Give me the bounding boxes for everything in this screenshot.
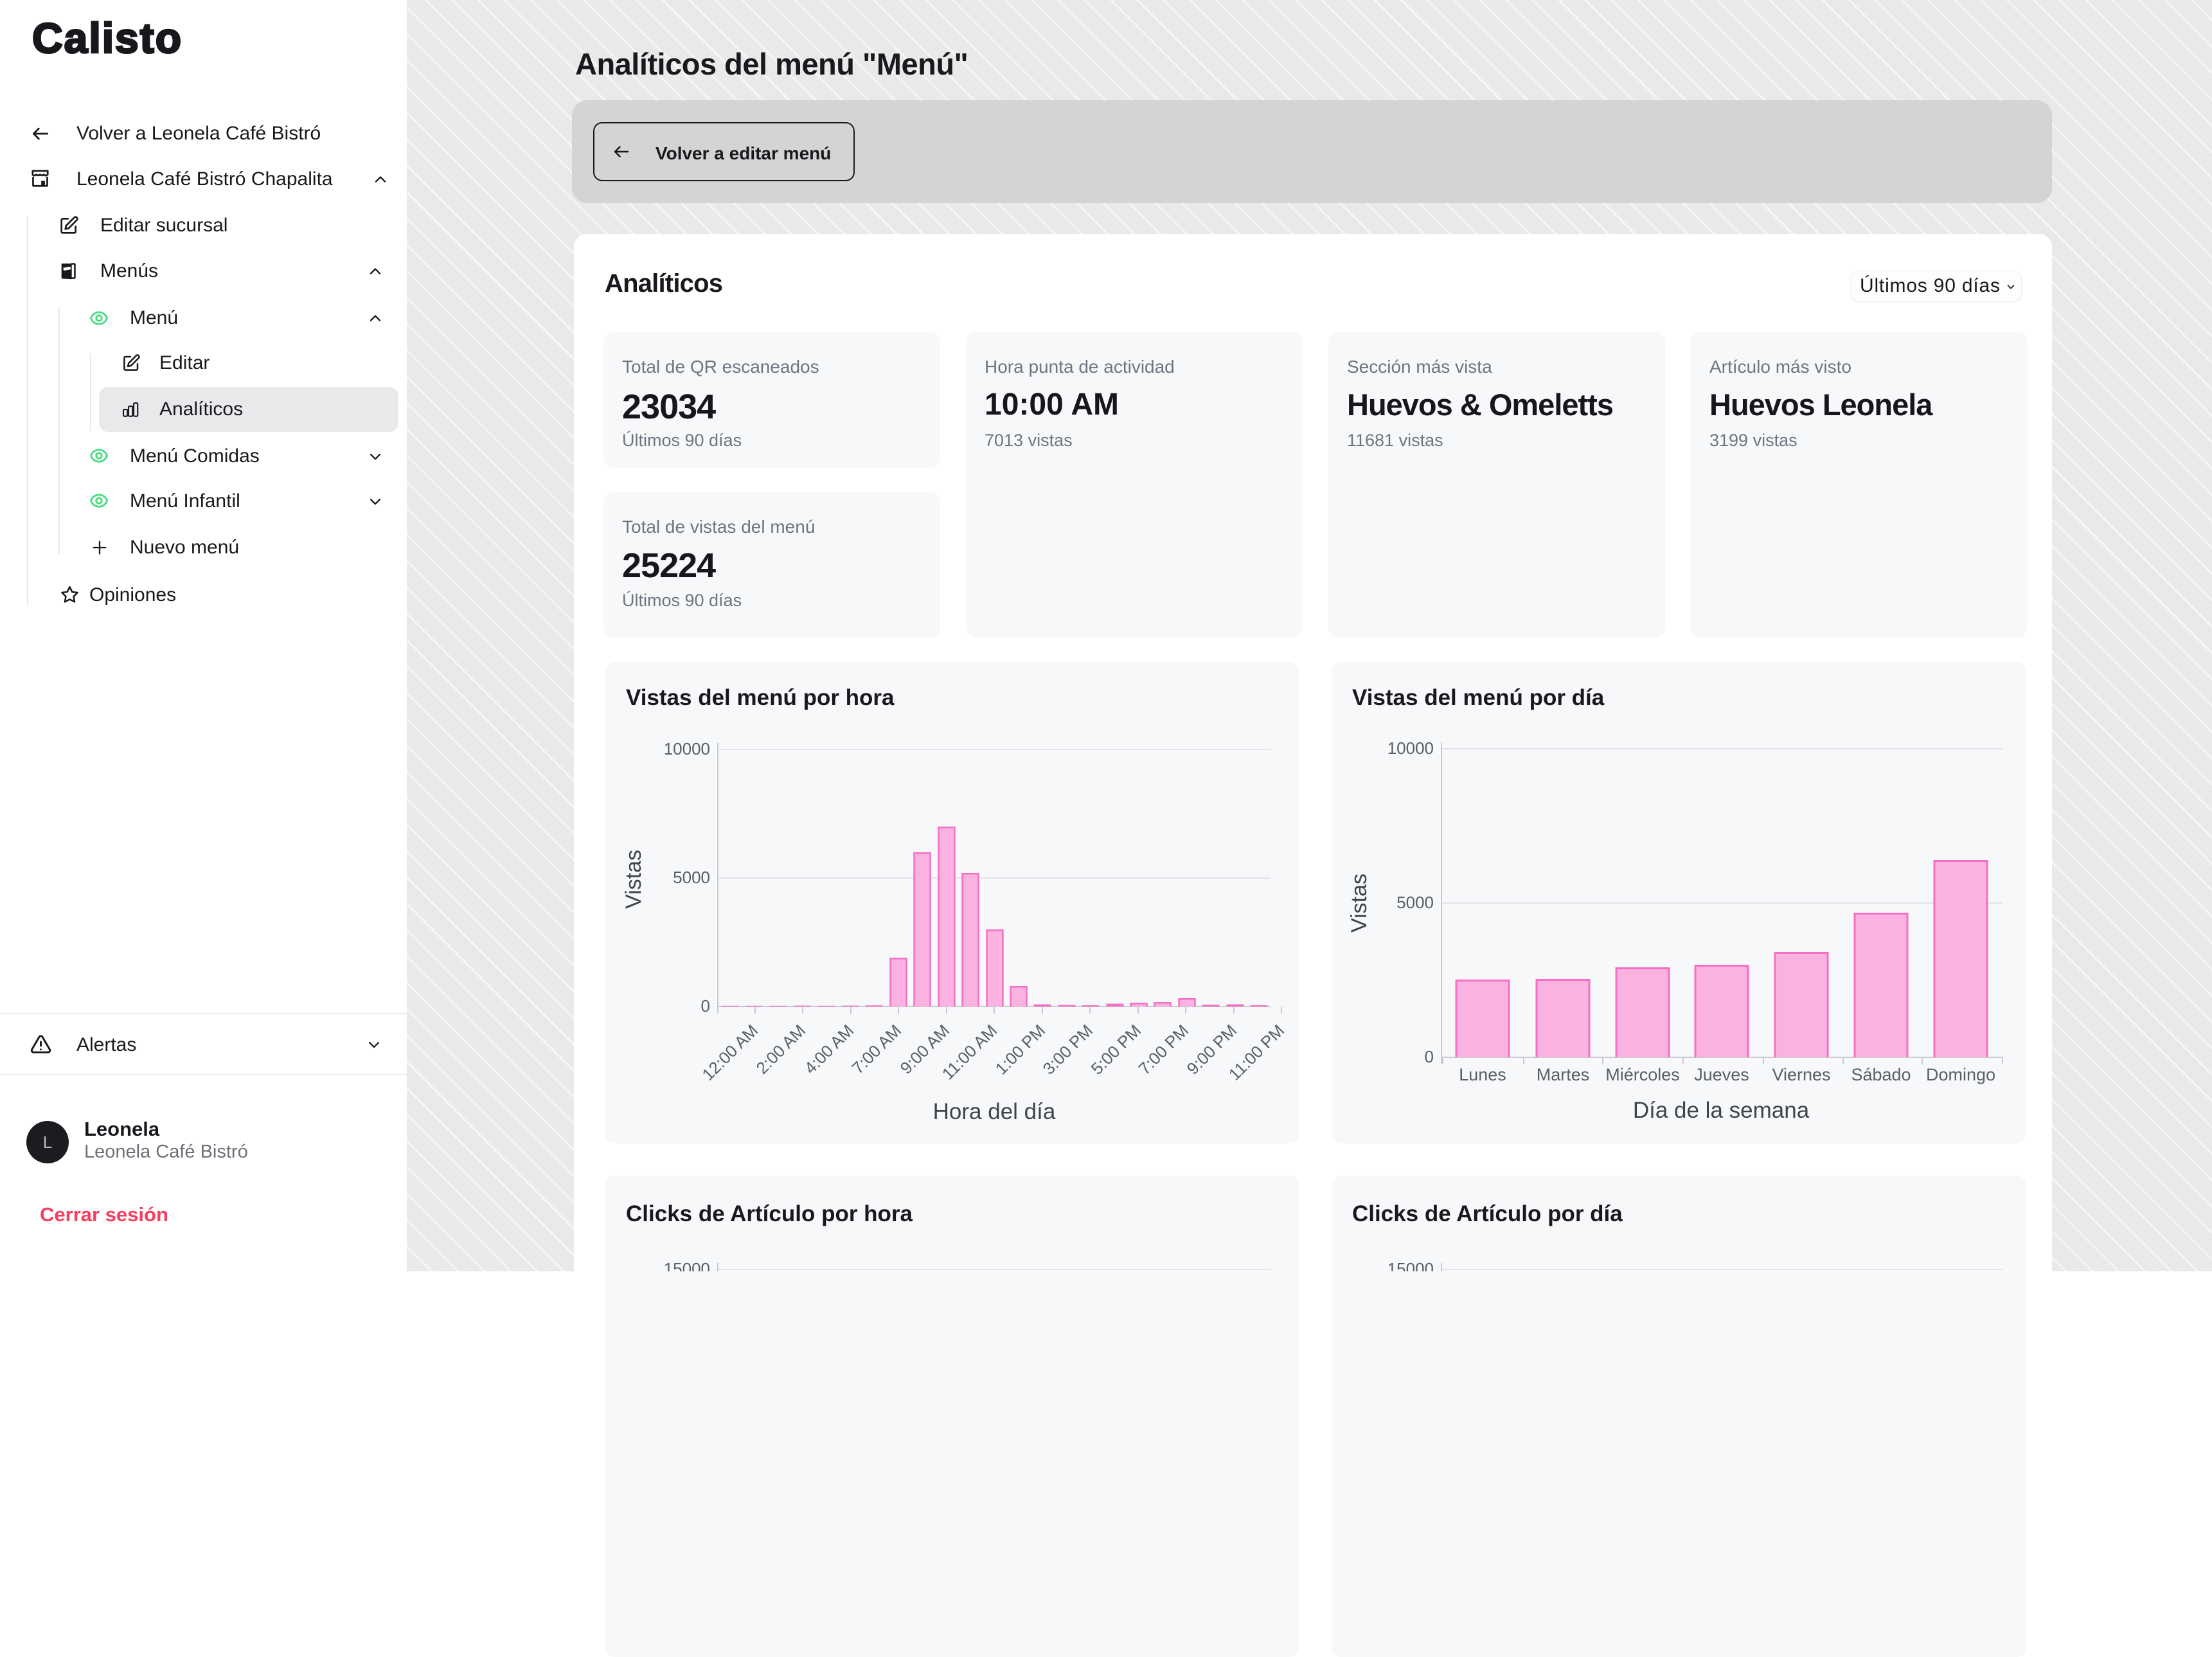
svg-text:0: 0 xyxy=(1425,1047,1434,1066)
svg-text:7:00 PM: 7:00 PM xyxy=(1135,1021,1193,1079)
svg-text:Hora del día: Hora del día xyxy=(933,1099,1056,1124)
svg-text:12:00 AM: 12:00 AM xyxy=(698,1021,762,1084)
svg-text:0: 0 xyxy=(701,996,710,1016)
svg-text:Vistas: Vistas xyxy=(1347,873,1371,933)
svg-text:10000: 10000 xyxy=(1387,739,1434,758)
svg-text:Martes: Martes xyxy=(1537,1065,1590,1084)
svg-text:Domingo: Domingo xyxy=(1926,1065,1995,1084)
svg-text:3:00 PM: 3:00 PM xyxy=(1039,1021,1097,1079)
svg-text:Vistas: Vistas xyxy=(621,850,646,909)
svg-text:Viernes: Viernes xyxy=(1772,1065,1830,1084)
svg-text:15000: 15000 xyxy=(1387,1259,1434,1271)
svg-text:10000: 10000 xyxy=(664,739,710,758)
svg-text:Miércoles: Miércoles xyxy=(1605,1065,1680,1084)
svg-text:Sábado: Sábado xyxy=(1851,1065,1911,1084)
svg-text:2:00 AM: 2:00 AM xyxy=(753,1021,810,1078)
svg-text:5000: 5000 xyxy=(673,868,710,887)
svg-text:1:00 PM: 1:00 PM xyxy=(992,1021,1049,1079)
svg-text:7:00 AM: 7:00 AM xyxy=(848,1021,905,1078)
svg-text:5000: 5000 xyxy=(1396,893,1434,912)
svg-text:Día de la semana: Día de la semana xyxy=(1633,1098,1810,1123)
svg-text:4:00 AM: 4:00 AM xyxy=(801,1021,858,1078)
svg-text:Jueves: Jueves xyxy=(1694,1065,1749,1084)
svg-text:Lunes: Lunes xyxy=(1459,1065,1506,1084)
svg-text:5:00 PM: 5:00 PM xyxy=(1087,1021,1145,1079)
svg-text:15000: 15000 xyxy=(664,1259,710,1271)
